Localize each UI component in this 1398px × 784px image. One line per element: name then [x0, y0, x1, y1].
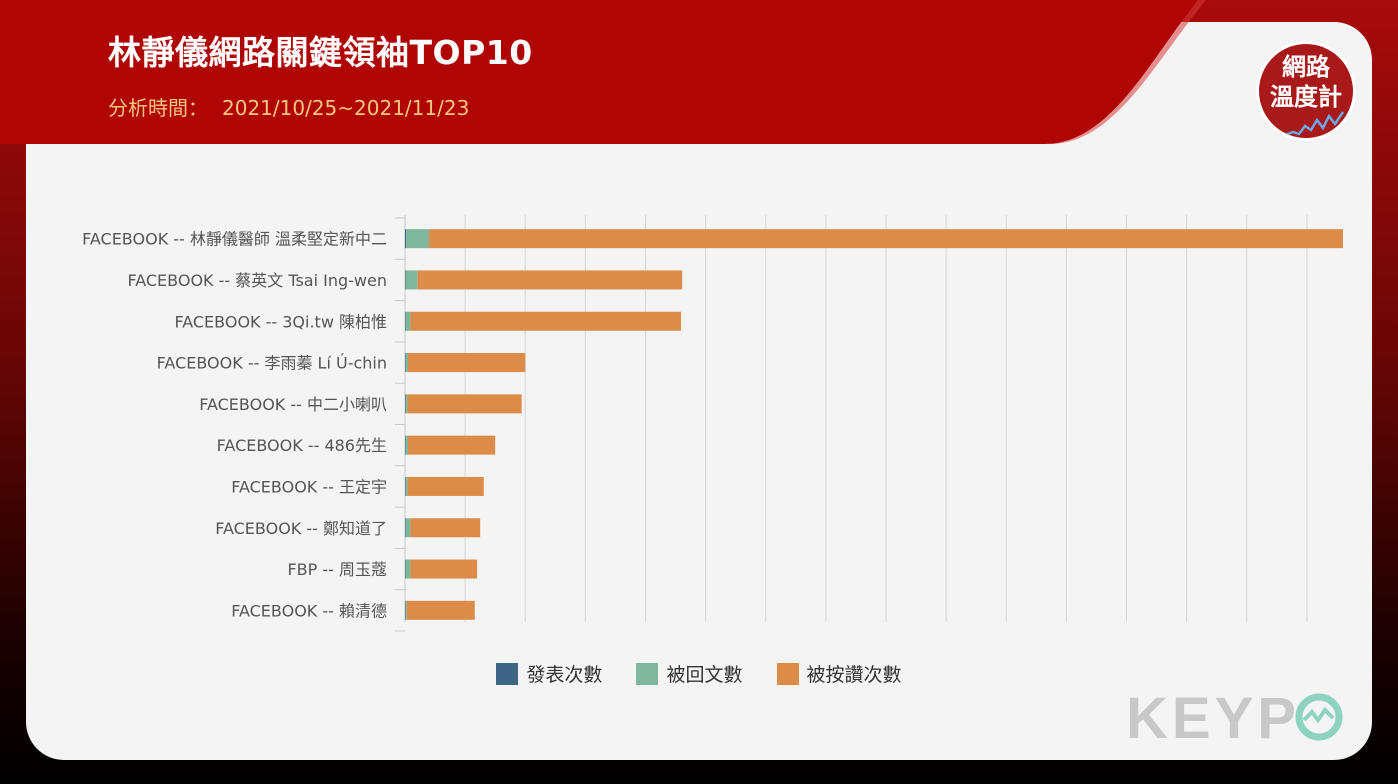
pulse-line-icon	[1282, 111, 1345, 138]
analysis-period-label: 分析時間：	[108, 96, 208, 120]
bar-replies[interactable]	[405, 394, 408, 414]
legend-swatch-likes	[776, 663, 799, 685]
chart-bars	[405, 229, 1343, 620]
legend-label-replies: 被回文數	[666, 664, 743, 686]
category-label: FACEBOOK -- 林靜儀醫師 溫柔堅定新中二	[82, 230, 387, 249]
bar-likes[interactable]	[408, 435, 496, 455]
bar-likes[interactable]	[408, 353, 526, 373]
bar-posts[interactable]	[405, 600, 406, 620]
bar-posts[interactable]	[405, 353, 406, 373]
legend-label-posts: 發表次數	[526, 664, 603, 686]
chart-category-labels: FACEBOOK -- 林靜儀醫師 溫柔堅定新中二 FACEBOOK -- 蔡英文…	[82, 230, 387, 621]
bar-posts[interactable]	[405, 559, 406, 579]
bar-posts[interactable]	[405, 229, 407, 249]
legend-item-posts[interactable]: 發表次數	[496, 660, 602, 687]
category-label: FACEBOOK -- 3Qi.tw 陳柏惟	[174, 312, 387, 331]
chart-card	[26, 22, 1372, 760]
legend-item-likes[interactable]: 被按讚次數	[776, 660, 902, 687]
bar-replies[interactable]	[405, 559, 411, 579]
analysis-period-value: 2021/10/25~2021/11/23	[222, 96, 470, 120]
bar-replies[interactable]	[405, 476, 408, 496]
bar-posts[interactable]	[405, 518, 406, 538]
badge-line1: 網路	[1282, 53, 1330, 81]
legend-swatch-replies	[636, 663, 659, 685]
bar-replies[interactable]	[405, 311, 411, 331]
category-label: FACEBOOK -- 中二小喇叭	[199, 395, 387, 414]
keypo-logo-text: KEYP	[1126, 686, 1300, 746]
bar-likes[interactable]	[429, 229, 1343, 249]
bar-replies[interactable]	[406, 229, 430, 249]
bar-likes[interactable]	[417, 270, 683, 290]
legend-item-replies[interactable]: 被回文數	[636, 660, 743, 687]
bar-posts[interactable]	[405, 435, 406, 455]
legend-swatch-posts	[496, 663, 519, 685]
bar-replies[interactable]	[405, 270, 418, 290]
category-label: FACEBOOK -- 486先生	[217, 436, 387, 455]
thermometer-badge: 網路 溫度計	[1256, 41, 1356, 141]
category-label: FACEBOOK -- 王定宇	[231, 477, 387, 496]
bar-posts[interactable]	[405, 394, 406, 414]
page-title: 林靜儀網路關鍵領袖TOP10	[108, 33, 533, 72]
category-label: FACEBOOK -- 蔡英文 Tsai Ing-wen	[127, 271, 387, 290]
bar-replies[interactable]	[405, 518, 411, 538]
header-banner	[0, 0, 1206, 144]
badge-line2: 溫度計	[1270, 83, 1342, 111]
bar-likes[interactable]	[410, 559, 478, 579]
category-label: FBP -- 周玉蔻	[287, 560, 387, 579]
bar-posts[interactable]	[405, 311, 406, 331]
category-label: FACEBOOK -- 李雨蓁 Lí Ú-chin	[157, 354, 387, 373]
chart-grid	[464, 215, 1308, 622]
bar-likes[interactable]	[407, 394, 522, 414]
bar-replies[interactable]	[405, 353, 409, 373]
category-label: FACEBOOK -- 鄭知道了	[215, 519, 387, 538]
bar-likes[interactable]	[406, 600, 475, 620]
bar-likes[interactable]	[407, 476, 484, 496]
bar-likes[interactable]	[410, 518, 481, 538]
bar-likes[interactable]	[410, 311, 681, 331]
chart-axis	[395, 215, 406, 632]
legend-label-likes: 被按讚次數	[806, 664, 902, 686]
bar-replies[interactable]	[405, 600, 407, 620]
analysis-period: 分析時間： 2021/10/25~2021/11/23	[108, 92, 469, 121]
bar-replies[interactable]	[405, 435, 409, 455]
bar-posts[interactable]	[405, 476, 406, 496]
category-label: FACEBOOK -- 賴清德	[231, 601, 387, 620]
keypo-logo: KEYP	[1126, 686, 1343, 746]
bar-posts[interactable]	[405, 270, 406, 290]
chart-legend: 發表次數 被回文數 被按讚次數	[0, 660, 1398, 687]
